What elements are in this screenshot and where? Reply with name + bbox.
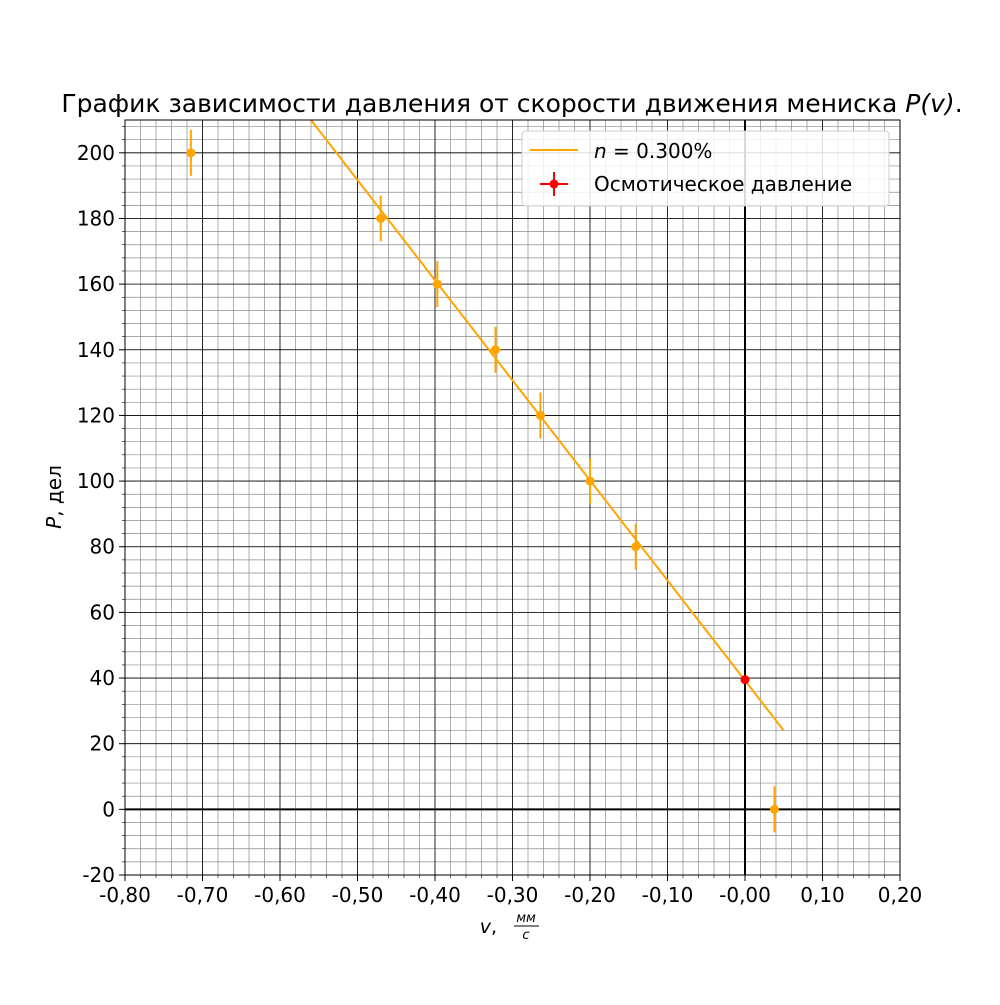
- y-axis: -20 0 20 40 60 80 100 120 140 160 180 200: [77, 126, 125, 887]
- y-tick-label: 40: [90, 666, 115, 690]
- data-point: [490, 345, 500, 355]
- legend: n = 0.300% Осмотическое давление: [521, 130, 890, 207]
- data-point: [186, 148, 196, 158]
- x-tick-label: 0,20: [878, 883, 923, 907]
- y-tick-label: 20: [90, 732, 115, 756]
- data-point: [376, 213, 386, 223]
- y-tick-label: 120: [77, 403, 115, 427]
- x-axis: -0,80 -0,70 -0,60 -0,50 -0,40 -0,30 -0,20 -0,10…: [99, 875, 922, 907]
- fit-line: [310, 120, 785, 732]
- chart-title: График зависимости давления от скорости …: [61, 89, 962, 118]
- x-tick-label: -0,00: [719, 883, 771, 907]
- x-tick-label: -0,70: [177, 883, 229, 907]
- data-point: [432, 279, 442, 289]
- data-point: [769, 804, 779, 814]
- x-tick-label: -0,10: [642, 883, 694, 907]
- osmotic-pressure-point: [740, 675, 750, 685]
- x-axis-unit-denominator: с: [522, 928, 529, 943]
- y-tick-label: -20: [82, 863, 115, 887]
- x-tick-label: -0,60: [254, 883, 306, 907]
- y-tick-label: 60: [90, 600, 115, 624]
- legend-box: [521, 130, 890, 207]
- x-tick-label: -0,50: [332, 883, 384, 907]
- y-tick-label: 160: [77, 272, 115, 296]
- y-tick-label: 80: [90, 535, 115, 559]
- x-axis-label: v,: [480, 916, 497, 938]
- data-point: [535, 410, 545, 420]
- x-tick-label: -0,30: [487, 883, 539, 907]
- legend-label-osmotic: Осмотическое давление: [594, 172, 852, 196]
- y-tick-label: 140: [77, 338, 115, 362]
- x-axis-unit-numerator: мм: [516, 911, 536, 926]
- y-tick-label: 100: [77, 469, 115, 493]
- data-point: [585, 476, 595, 486]
- y-tick-label: 180: [77, 206, 115, 230]
- y-axis-label: P, дел: [42, 465, 66, 529]
- y-tick-label: 200: [77, 141, 115, 165]
- x-tick-label: -0,80: [99, 883, 151, 907]
- x-tick-label: -0,40: [409, 883, 461, 907]
- legend-marker: [549, 179, 559, 189]
- x-tick-label: 0,10: [800, 883, 845, 907]
- legend-label-fit-line: n = 0.300%: [594, 139, 712, 163]
- major-grid: [124, 120, 901, 876]
- x-tick-label: -0,20: [564, 883, 616, 907]
- y-tick-label: 0: [102, 797, 115, 821]
- plot-area: [186, 120, 785, 833]
- data-point: [631, 542, 641, 552]
